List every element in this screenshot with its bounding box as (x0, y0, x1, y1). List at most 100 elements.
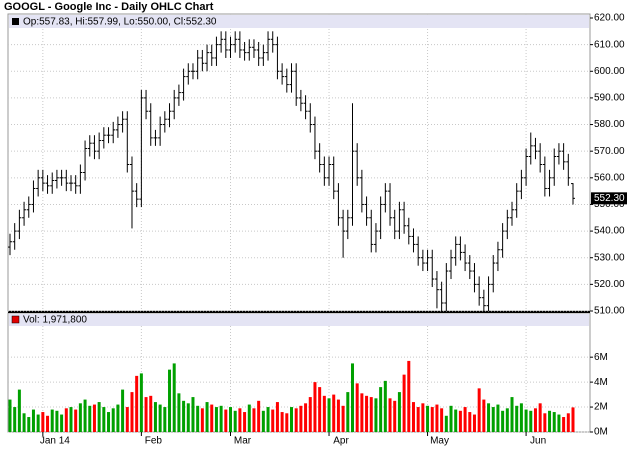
volume-bar (88, 405, 92, 432)
x-tick-label: Apr (333, 436, 349, 447)
volume-bar (426, 405, 430, 432)
volume-legend-bar (9, 314, 589, 326)
volume-bar (318, 387, 322, 432)
volume-bar (130, 392, 134, 432)
volume-legend-icon (11, 315, 20, 324)
x-tick-label: May (430, 436, 449, 447)
volume-bar (13, 407, 17, 432)
price-legend-icon (12, 18, 19, 25)
volume-bar (557, 414, 561, 432)
volume-bar (562, 417, 566, 432)
volume-bar (313, 382, 317, 432)
volume-bar (135, 375, 139, 432)
volume-bar (257, 400, 261, 432)
volume-bar (501, 410, 505, 432)
volume-bar (369, 397, 373, 432)
volume-bar (210, 404, 214, 432)
volume-bar (505, 408, 509, 432)
volume-bar (416, 407, 420, 432)
volume-bar (280, 412, 284, 432)
volume-bar (186, 403, 190, 432)
volume-bar (107, 412, 111, 432)
volume-bar (243, 412, 247, 432)
chart-title: GOOGL - Google Inc - Daily OHLC Chart (4, 1, 214, 13)
volume-bar (214, 407, 218, 432)
x-tick-label: Jan 14 (40, 436, 70, 447)
volume-bar (360, 393, 364, 432)
volume-bar (271, 409, 275, 432)
x-tick-label: Jun (530, 436, 546, 447)
volume-bar (153, 402, 157, 432)
volume-bar (233, 410, 237, 432)
volume-bar (407, 360, 411, 432)
volume-bar (182, 400, 186, 432)
volume-bar (139, 373, 143, 432)
volume-bar (510, 397, 514, 432)
volume-bar (458, 410, 462, 432)
volume-bar (275, 402, 279, 432)
volume-bar (46, 415, 50, 432)
volume-bar (50, 409, 54, 432)
y-tick-label: 580.00 (594, 119, 625, 130)
volume-bar (322, 395, 326, 432)
y-tick-label: 510.00 (594, 306, 625, 317)
volume-bar (463, 407, 467, 432)
y-tick-label: 560.00 (594, 172, 625, 183)
volume-bar (92, 404, 96, 432)
volume-bar (304, 403, 308, 432)
volume-bar (402, 374, 406, 432)
y-tick-label: 520.00 (594, 279, 625, 290)
volume-bar (449, 405, 453, 432)
last-price-box (591, 192, 627, 205)
volume-bar (196, 405, 200, 432)
volume-bar (440, 408, 444, 432)
volume-bar (538, 403, 542, 432)
y-tick-label: 550.00 (594, 199, 625, 210)
y-tick-label: 600.00 (594, 66, 625, 77)
y2-tick-label: 2M (594, 402, 608, 413)
volume-bar (468, 412, 472, 432)
volume-bar (27, 417, 31, 432)
volume-bar (144, 397, 148, 432)
last-price-label: 552.30 (594, 193, 625, 204)
volume-bar (31, 409, 35, 432)
volume-bar (430, 407, 434, 432)
volume-bar (444, 415, 448, 432)
y2-tick-label: 4M (594, 377, 608, 388)
volume-legend: Vol: 1,971,800 (23, 315, 87, 326)
volume-bar (64, 408, 68, 432)
price-legend: Op:557.83, Hi:557.99, Lo:550.00, Cl:552.… (23, 17, 217, 28)
volume-bar (252, 408, 256, 432)
volume-bar (60, 414, 64, 432)
y2-tick-label: 0M (594, 427, 608, 438)
volume-bar (454, 409, 458, 432)
volume-bar (97, 402, 101, 432)
volume-bar (121, 389, 125, 432)
volume-bar (421, 403, 425, 432)
volume-bar (168, 369, 172, 432)
volume-bar (332, 394, 336, 432)
volume-bar (383, 380, 387, 432)
volume-bar (229, 407, 233, 432)
volume-bar (374, 398, 378, 432)
volume-bar (294, 408, 298, 432)
volume-bar (172, 363, 176, 432)
volume-bar (69, 407, 73, 432)
volume-bar (519, 403, 523, 432)
volume-bar (36, 414, 40, 432)
volume-bar (491, 407, 495, 432)
volume-bar (308, 397, 312, 432)
volume-bar (515, 405, 519, 432)
x-tick-label: Mar (234, 436, 252, 447)
volume-bar (543, 413, 547, 432)
volume-bar (397, 392, 401, 432)
volume-bar (116, 404, 120, 432)
volume-bar (83, 399, 87, 432)
volume-bar (41, 412, 45, 432)
volume-bar (411, 402, 415, 432)
volume-bar (379, 387, 383, 432)
y-tick-label: 590.00 (594, 93, 625, 104)
volume-bar (393, 400, 397, 432)
volume-bar (571, 407, 575, 432)
volume-bar (149, 395, 153, 432)
